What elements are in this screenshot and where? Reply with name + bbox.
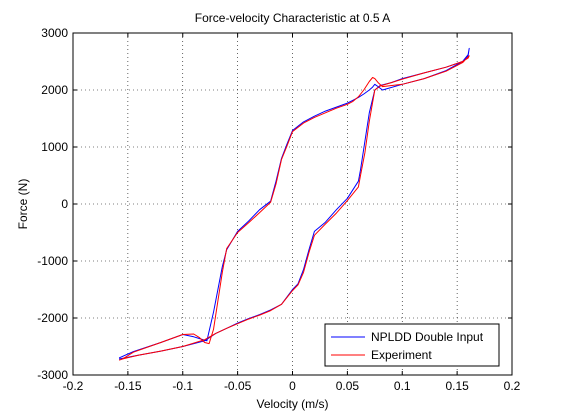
y-tick-label: -2000	[37, 311, 68, 325]
x-tick-label: 0.1	[394, 379, 411, 393]
x-ticks: -0.2 -0.15 -0.1 -0.05 0 0.05 0.1 0.15 0.2	[63, 33, 521, 393]
legend-box	[324, 323, 500, 367]
y-tick-label: 3000	[41, 26, 68, 40]
x-tick-label: -0.05	[224, 379, 252, 393]
legend: NPLDD Double Input Experiment	[324, 323, 500, 367]
grid	[73, 33, 512, 375]
x-tick-label: -0.1	[172, 379, 193, 393]
chart-title: Force-velocity Characteristic at 0.5 A	[195, 11, 390, 25]
x-tick-label: 0.15	[445, 379, 469, 393]
y-tick-label: -3000	[37, 368, 68, 382]
y-tick-label: 2000	[41, 83, 68, 97]
y-tick-label: -1000	[37, 254, 68, 268]
x-tick-label: 0	[289, 379, 296, 393]
y-tick-label: 0	[61, 197, 68, 211]
plot-area: -0.2 -0.15 -0.1 -0.05 0 0.05 0.1 0.15 0.2 -3000-…	[37, 26, 520, 393]
y-tick-label: 1000	[41, 140, 68, 154]
legend-label: NPLDD Double Input	[371, 330, 484, 344]
x-tick-label: -0.2	[63, 379, 84, 393]
x-tick-label: 0.2	[504, 379, 521, 393]
x-axis-label: Velocity (m/s)	[256, 397, 328, 411]
series-line-experiment	[118, 55, 470, 361]
series-layer	[118, 47, 470, 361]
x-tick-label: 0.05	[336, 379, 360, 393]
x-tick-label: -0.15	[114, 379, 142, 393]
y-axis-label: Force (N)	[16, 179, 30, 230]
legend-label: Experiment	[371, 348, 432, 362]
y-ticks: -3000 -2000 -1000 0 1000 2000 3000	[37, 26, 512, 382]
